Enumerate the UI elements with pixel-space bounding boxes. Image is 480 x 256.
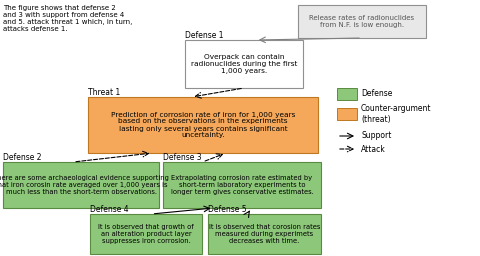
Bar — [337, 108, 357, 120]
Bar — [185, 40, 303, 88]
Text: It is observed that growth of
an alteration product layer
suppresses iron corros: It is observed that growth of an alterat… — [98, 224, 194, 244]
Bar — [298, 5, 426, 38]
Bar — [208, 214, 321, 254]
Text: Release rates of radionuclides
from N.F. is low enough.: Release rates of radionuclides from N.F.… — [310, 15, 415, 28]
Text: Threat 1: Threat 1 — [88, 88, 120, 97]
Text: Defense 5: Defense 5 — [208, 205, 247, 214]
Text: Prediction of corrosion rate of iron for 1,000 years
based on the observations i: Prediction of corrosion rate of iron for… — [111, 112, 295, 138]
Bar — [90, 214, 202, 254]
Bar — [88, 97, 318, 153]
Text: Defense 3: Defense 3 — [163, 153, 202, 162]
Bar — [3, 162, 159, 208]
Text: Defense: Defense — [361, 90, 392, 99]
Text: Counter-argument
(threat): Counter-argument (threat) — [361, 104, 432, 124]
Text: Overpack can contain
radionuclides during the first
1,000 years.: Overpack can contain radionuclides durin… — [191, 54, 297, 74]
Text: Extrapolating corrosion rate estimated by
short-term laboratory experiments to
l: Extrapolating corrosion rate estimated b… — [170, 175, 313, 195]
Text: The figure shows that defense 2
and 3 with support from defense 4
and 5. attack : The figure shows that defense 2 and 3 wi… — [3, 5, 132, 32]
Text: It is observed that corosion rates
measured during experimets
decreases with tim: It is observed that corosion rates measu… — [209, 224, 320, 244]
Text: Defense 4: Defense 4 — [90, 205, 129, 214]
Text: There are some archaeological evidence supporting
that iron corosin rate average: There are some archaeological evidence s… — [0, 175, 169, 195]
Bar — [337, 88, 357, 100]
Text: Support: Support — [361, 132, 391, 141]
Text: Defense 1: Defense 1 — [185, 31, 224, 40]
Bar — [163, 162, 321, 208]
Text: Defense 2: Defense 2 — [3, 153, 41, 162]
Text: Attack: Attack — [361, 144, 386, 154]
